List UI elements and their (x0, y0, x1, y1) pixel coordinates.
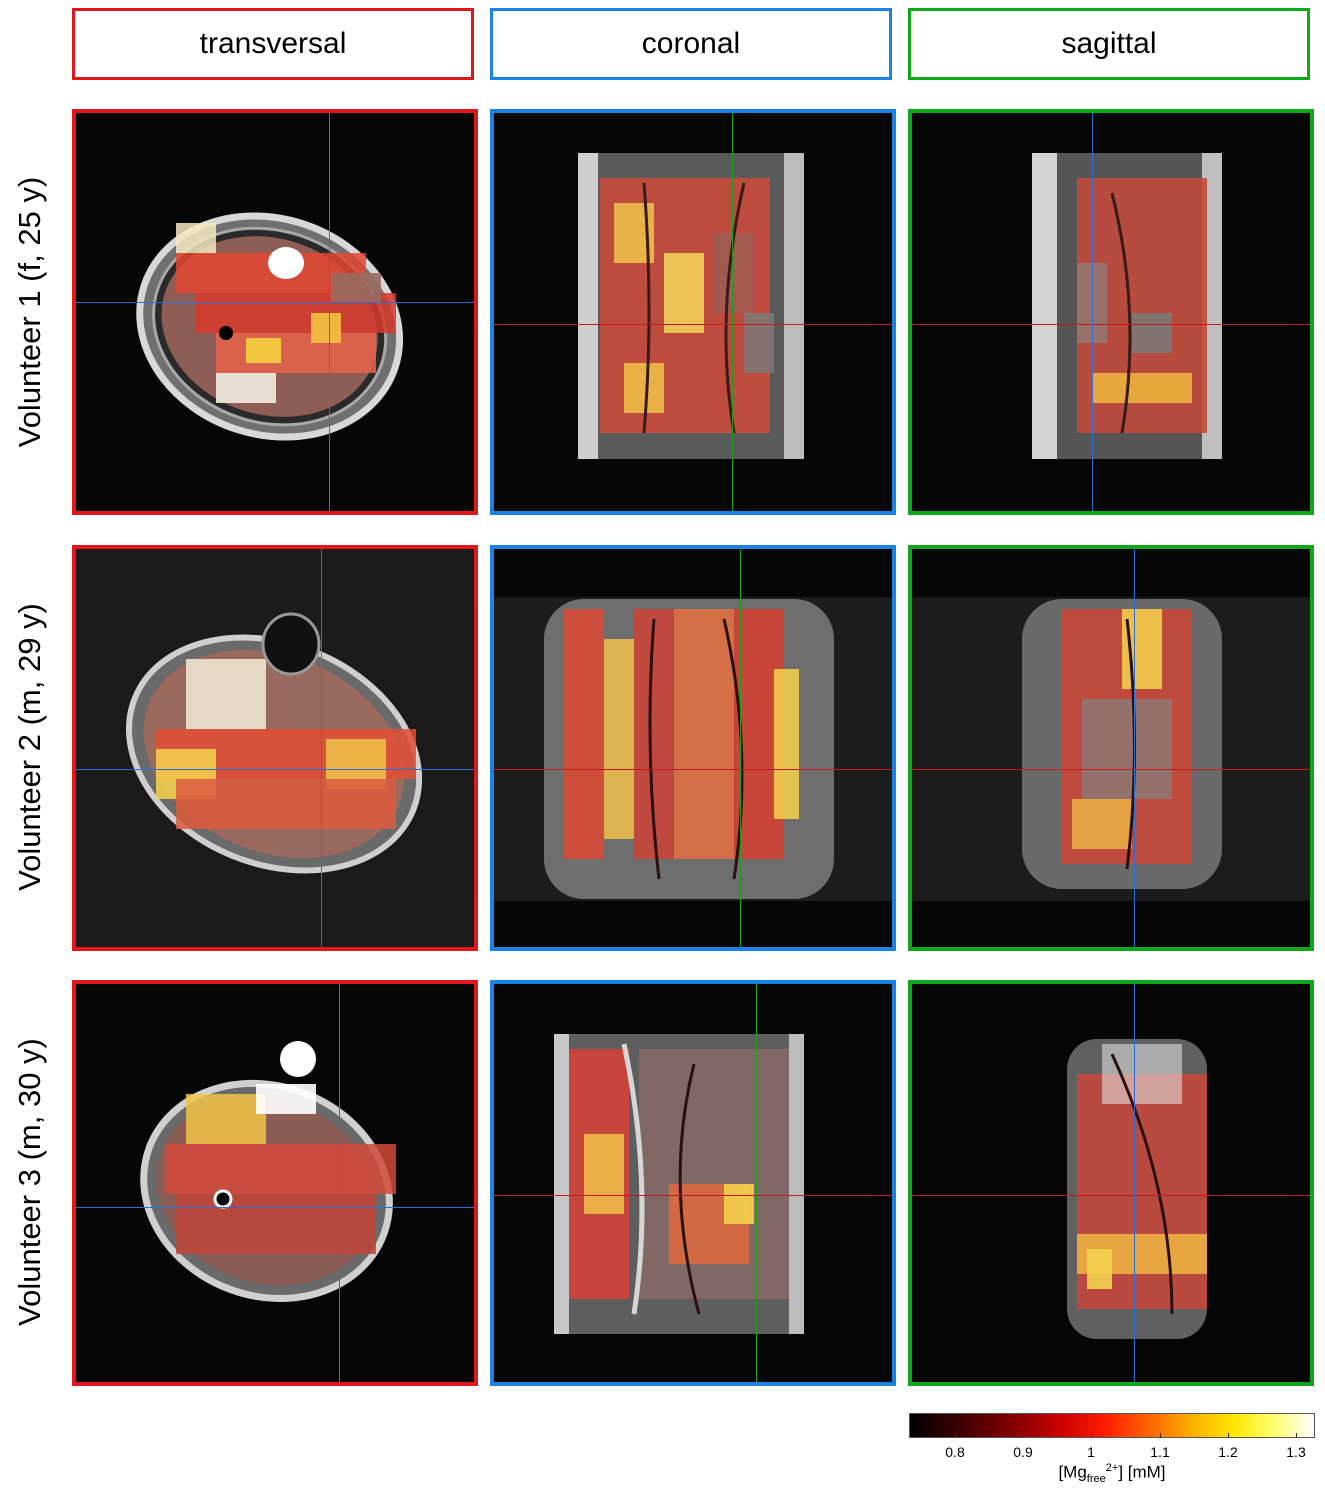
colorbar-tick-mark (1228, 1433, 1229, 1438)
panel-v2-transversal (72, 545, 478, 951)
crosshair-horizontal (76, 769, 474, 770)
crosshair-vertical (1134, 984, 1135, 1382)
header-coronal-label: coronal (641, 27, 741, 60)
colorbar-title-sup: 2+ (1105, 1462, 1119, 1474)
colorbar-tick-label: 0.9 (1013, 1444, 1033, 1460)
crosshair-vertical (321, 549, 322, 947)
colorbar-title-sub: free (1086, 1473, 1106, 1486)
mri-v2-transversal-image (76, 549, 474, 947)
colorbar-tick-mark (1023, 1433, 1024, 1438)
mri-v1-transversal-image (136, 212, 404, 441)
colorbar (909, 1413, 1315, 1438)
row-label-2-text: Volunteer 2 (m, 29 y) (12, 603, 47, 891)
mri-v3-transversal-image (140, 1041, 396, 1302)
panel-v1-sagittal (908, 109, 1314, 515)
panel-v3-sagittal (908, 980, 1314, 1386)
colorbar-title: [Mgfree2+] [mM] (1058, 1462, 1165, 1485)
header-sagittal-label: sagittal (1061, 27, 1157, 60)
panel-v3-transversal (72, 980, 478, 1386)
header-coronal: coronal (490, 8, 892, 80)
panel-v2-sagittal (908, 545, 1314, 951)
crosshair-vertical (1092, 113, 1093, 511)
mri-v2-coronal-image (494, 597, 892, 901)
colorbar-tick-label: 1.2 (1218, 1444, 1238, 1460)
mri-v2-sagittal-image (912, 597, 1310, 901)
colorbar-tick-label: 1 (1087, 1444, 1095, 1460)
crosshair-horizontal (912, 1195, 1310, 1196)
colorbar-title-main: [Mg (1058, 1462, 1087, 1482)
colorbar-tick-mark (1160, 1433, 1161, 1438)
crosshair-vertical (339, 984, 340, 1382)
panel-v2-coronal (490, 545, 896, 951)
crosshair-vertical (329, 113, 330, 511)
header-sagittal: sagittal (908, 8, 1310, 80)
mri-v1-sagittal-image (1032, 153, 1222, 459)
header-transversal-label: transversal (199, 27, 347, 60)
crosshair-horizontal (912, 324, 1310, 325)
row-label-1-text: Volunteer 1 (f, 25 y) (12, 176, 47, 448)
crosshair-vertical (732, 113, 733, 511)
colorbar-tick-mark (1091, 1433, 1092, 1438)
crosshair-horizontal (912, 769, 1310, 770)
crosshair-vertical (740, 549, 741, 947)
crosshair-horizontal (494, 324, 892, 325)
crosshair-horizontal (76, 1207, 474, 1208)
mri-v3-coronal-image (554, 1034, 804, 1334)
panel-v3-coronal (490, 980, 896, 1386)
colorbar-tick-mark (955, 1433, 956, 1438)
colorbar-tick-mark (1296, 1433, 1297, 1438)
mri-v3-sagittal-image (1067, 1039, 1207, 1339)
mri-v1-coronal-image (578, 153, 804, 459)
colorbar-tick-label: 1.3 (1286, 1444, 1306, 1460)
crosshair-horizontal (494, 769, 892, 770)
panel-v1-coronal (490, 109, 896, 515)
colorbar-tick-label: 1.1 (1150, 1444, 1170, 1460)
crosshair-vertical (756, 984, 757, 1382)
colorbar-tick-label: 0.8 (945, 1444, 965, 1460)
colorbar-title-unit: ] [mM] (1118, 1462, 1166, 1482)
row-label-3-text: Volunteer 3 (m, 30 y) (12, 1038, 47, 1326)
crosshair-vertical (1134, 549, 1135, 947)
crosshair-horizontal (76, 302, 474, 303)
crosshair-horizontal (494, 1195, 892, 1196)
header-transversal: transversal (72, 8, 474, 80)
panel-v1-transversal (72, 109, 478, 515)
